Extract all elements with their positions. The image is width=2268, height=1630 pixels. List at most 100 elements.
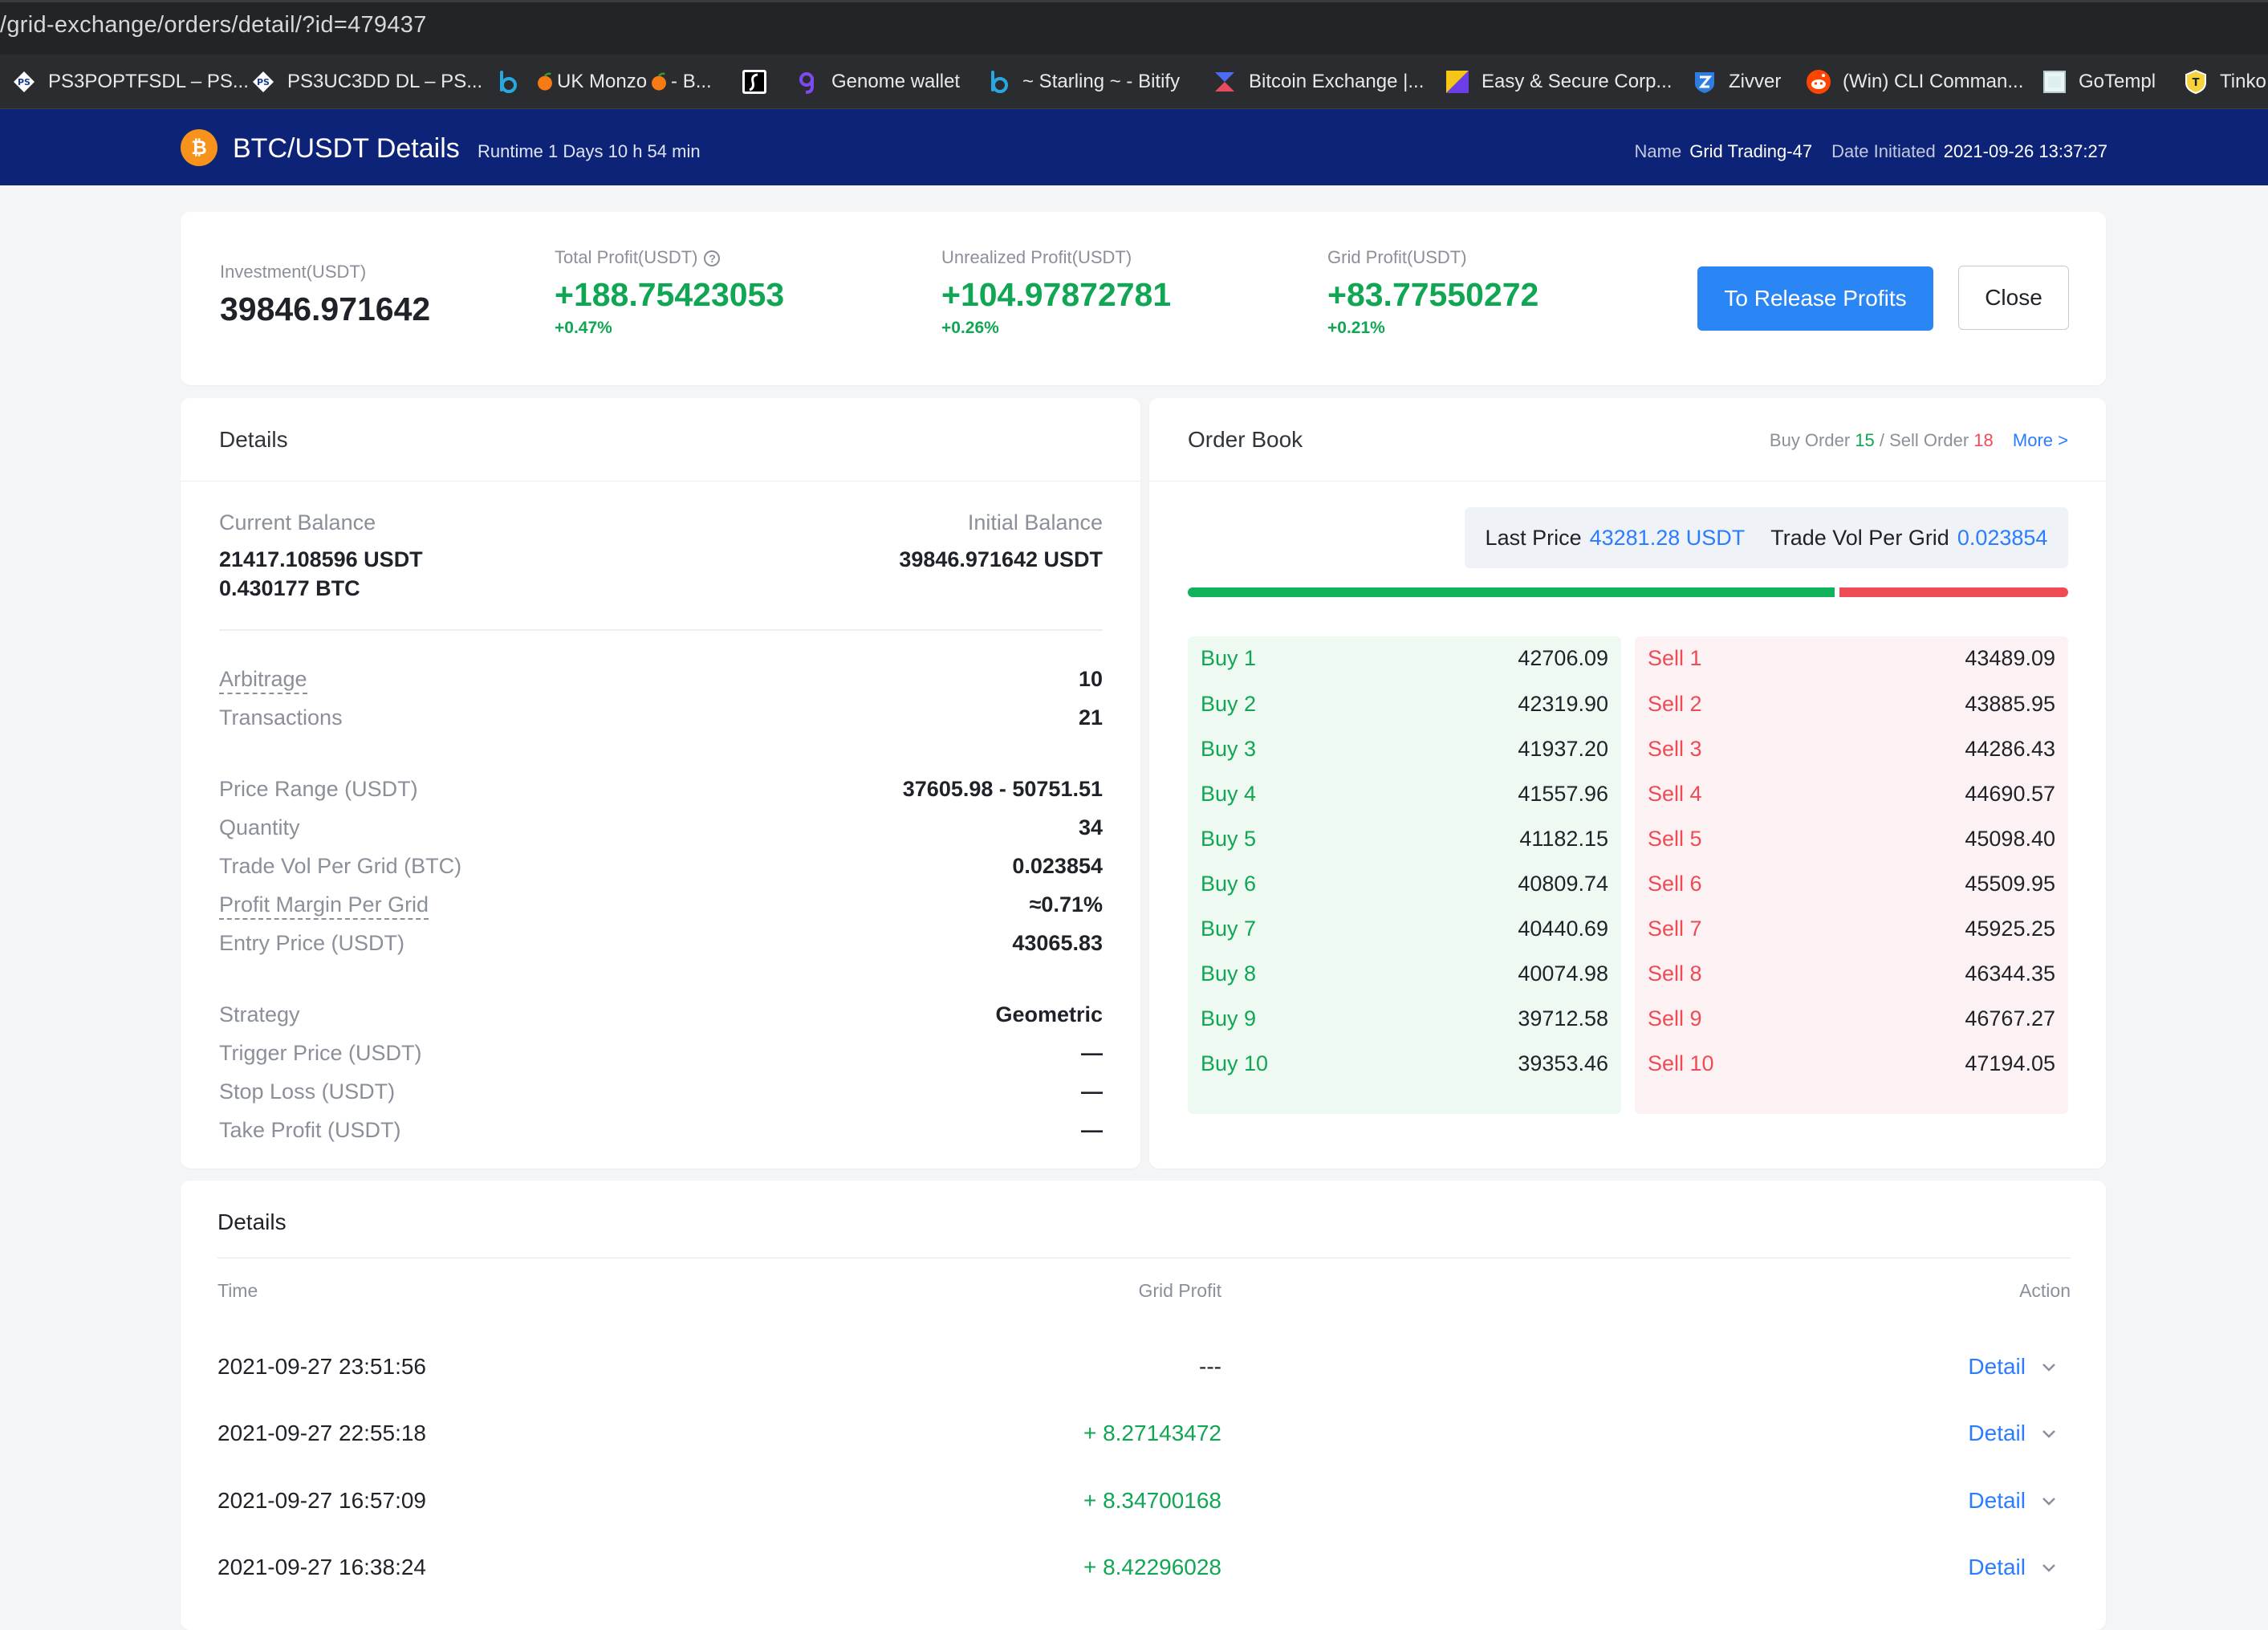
buy-ratio-fill	[1188, 587, 1835, 597]
chevron-down-icon[interactable]	[2040, 1559, 2058, 1576]
bookmark-uk-monzo[interactable]: UK Monzo - B...	[534, 55, 712, 108]
unrealized-profit-percent: +0.26%	[941, 319, 999, 337]
stop-loss-label: Stop Loss (USDT)	[219, 1079, 396, 1104]
bookmark-easy-secure[interactable]: Easy & Secure Corp...	[1445, 55, 1672, 108]
page-title: BTC/USDT Details	[233, 133, 460, 164]
buy-order-price: 42706.09	[1518, 646, 1608, 670]
buy-order-row: Buy 10 39353.46	[1188, 1042, 1621, 1087]
detail-toggle[interactable]: Detail	[1968, 1488, 2058, 1514]
detail-toggle[interactable]: Detail	[1968, 1555, 2058, 1580]
chevron-down-icon[interactable]	[2040, 1425, 2058, 1442]
sell-order-price: 44286.43	[1965, 737, 2055, 761]
chevron-down-icon[interactable]	[2040, 1492, 2058, 1510]
order-book-title: Order Book	[1188, 427, 1303, 452]
quantity-value: 34	[1078, 815, 1103, 839]
buy-order-price: 39353.46	[1518, 1051, 1608, 1075]
sell-ratio-fill	[1839, 587, 2068, 597]
row-grid-profit: + 8.27143472	[1083, 1421, 1221, 1445]
bookmark-label: (Win) CLI Comman...	[1843, 71, 2024, 92]
bookmark-b-logo[interactable]	[494, 55, 531, 108]
sell-order-name: Sell 9	[1648, 1006, 1702, 1030]
divider	[219, 629, 1103, 631]
tinko-icon: T	[2183, 69, 2209, 95]
bookmark-ps3poptfsdl[interactable]: PS PS3POPTFSDL – PS...	[11, 55, 249, 108]
bookmark-tinko[interactable]: T Tinko	[2183, 55, 2266, 108]
sell-order-row: Sell 1 43489.09	[1635, 636, 2068, 681]
bookmark-s-logo[interactable]	[742, 55, 778, 108]
orange-icon	[534, 69, 555, 95]
arbitrage-label[interactable]: Arbitrage	[219, 667, 307, 694]
current-balance-label: Current Balance	[219, 510, 376, 535]
buy-orders-table: Buy 1 42706.09 Buy 2 42319.90 Buy 3 41937.2…	[1188, 636, 1621, 1114]
investment-stat: Investment(USDT) 39846.971642	[220, 262, 430, 328]
unrealized-profit-label: Unrealized Profit(USDT)	[941, 247, 1132, 267]
last-price-value: 43281.28 USDT	[1589, 525, 1746, 550]
sell-order-name: Sell 4	[1648, 782, 1702, 806]
row-time: 2021-09-27 23:51:56	[217, 1354, 426, 1379]
initial-balance-label: Initial Balance	[967, 510, 1103, 535]
bookmark-zivver[interactable]: Zivver	[1692, 55, 1781, 108]
trade-vol-label: Trade Vol Per Grid (BTC)	[219, 854, 462, 878]
bookmark-bitcoin-exchange[interactable]: Bitcoin Exchange |...	[1212, 55, 1425, 108]
sell-order-row: Sell 8 46344.35	[1635, 952, 2068, 997]
bookmark-label: Bitcoin Exchange |...	[1249, 71, 1425, 92]
separator: /	[1874, 430, 1890, 450]
history-title: Details	[217, 1209, 287, 1234]
entry-price-label: Entry Price (USDT)	[219, 931, 405, 955]
buy-order-row: Buy 8 40074.98	[1188, 952, 1621, 997]
bookmark-label: PS3UC3DD DL – PS...	[287, 71, 483, 92]
buy-order-name: Buy 7	[1201, 917, 1257, 941]
close-button[interactable]: Close	[1958, 266, 2069, 330]
buy-order-price: 41937.20	[1518, 737, 1608, 761]
sell-order-row: Sell 3 44286.43	[1635, 727, 2068, 772]
grid-profit-label: Grid Profit(USDT)	[1327, 247, 1467, 267]
bookmark-ps3uc3dd[interactable]: PS PS3UC3DD DL – PS...	[250, 55, 483, 108]
bookmark-label: PS3POPTFSDL – PS...	[48, 71, 249, 92]
bookmark-label: Tinko	[2220, 71, 2266, 92]
column-header-grid-profit: Grid Profit	[1138, 1280, 1221, 1301]
buy-order-price: 41557.96	[1518, 782, 1608, 806]
sell-order-price: 44690.57	[1965, 782, 2055, 806]
bookmarks-bar: PS PS3POPTFSDL – PS... PS PS3UC3DD DL – …	[0, 55, 2268, 109]
browser-address-bar[interactable]: /grid-exchange/orders/detail/?id=479437	[0, 0, 2268, 55]
runtime-text: Runtime 1 Days 10 h 54 min	[478, 141, 701, 161]
release-profits-button[interactable]: To Release Profits	[1697, 266, 1933, 331]
reddit-icon	[1806, 69, 1831, 95]
sell-order-name: Sell 8	[1648, 961, 1702, 986]
more-link[interactable]: More >	[2012, 430, 2068, 450]
investment-value: 39846.971642	[220, 291, 431, 327]
exchange-logo-icon	[1212, 69, 1238, 95]
buy-order-price: 40440.69	[1518, 917, 1608, 941]
detail-link[interactable]: Detail	[1968, 1421, 2026, 1445]
detail-link[interactable]: Detail	[1968, 1555, 2026, 1579]
buy-order-label: Buy Order	[1769, 430, 1851, 450]
current-balance-usdt: 21417.108596 USDT	[219, 547, 423, 571]
trade-vol-per-grid-value: 0.023854	[1957, 525, 2048, 550]
detail-toggle[interactable]: Detail	[1968, 1421, 2058, 1446]
chevron-down-icon[interactable]	[2040, 1358, 2058, 1376]
row-grid-profit: + 8.42296028	[1083, 1555, 1221, 1579]
url-text[interactable]: /grid-exchange/orders/detail/?id=479437	[0, 12, 427, 38]
profit-margin-label[interactable]: Profit Margin Per Grid	[219, 892, 429, 920]
detail-link[interactable]: Detail	[1968, 1354, 2026, 1379]
detail-toggle[interactable]: Detail	[1968, 1354, 2058, 1380]
buy-order-name: Buy 10	[1201, 1051, 1269, 1075]
bookmark-genome-wallet[interactable]: Genome wallet	[795, 55, 960, 108]
sell-order-price: 45098.40	[1965, 827, 2055, 851]
row-grid-profit: ---	[1199, 1354, 1221, 1379]
info-icon[interactable]: ?	[704, 250, 721, 266]
bookmark-gotempl[interactable]: GoTempl	[2042, 55, 2156, 108]
buy-order-row: Buy 7 40440.69	[1188, 907, 1621, 952]
bookmark-label: UK Monzo	[557, 71, 648, 92]
grid-profit-value: +83.77550272	[1327, 276, 1539, 313]
initial-balance-value: 39846.971642 USDT	[899, 547, 1103, 571]
bookmark-starling-bitify[interactable]: ~ Starling ~ - Bitify	[986, 55, 1180, 108]
bookmark-win-cli[interactable]: (Win) CLI Comman...	[1806, 55, 2024, 108]
grid-profit-stat: Grid Profit(USDT) +83.77550272 +0.21%	[1327, 247, 1538, 338]
entry-price-value: 43065.83	[1012, 931, 1103, 955]
sell-orders-table: Sell 1 43489.09 Sell 2 43885.95 Sell 3 4428…	[1635, 636, 2068, 1114]
buy-order-name: Buy 9	[1201, 1006, 1257, 1030]
buy-order-name: Buy 2	[1201, 692, 1257, 716]
stop-loss-value: —	[1081, 1079, 1103, 1104]
detail-link[interactable]: Detail	[1968, 1488, 2026, 1513]
